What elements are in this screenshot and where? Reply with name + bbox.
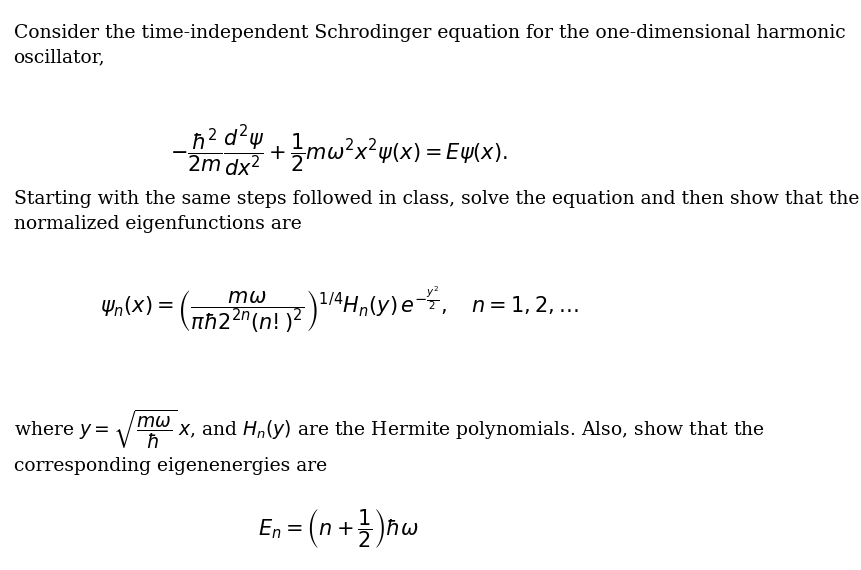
Text: Starting with the same steps followed in class, solve the equation and then show: Starting with the same steps followed in… bbox=[14, 190, 858, 234]
Text: $E_n = \left(n + \dfrac{1}{2}\right)\hbar\omega$: $E_n = \left(n + \dfrac{1}{2}\right)\hba… bbox=[258, 507, 419, 551]
Text: where $y = \sqrt{\dfrac{m\omega}{\hbar}}\, x$, and $H_n(y)$ are the Hermite poly: where $y = \sqrt{\dfrac{m\omega}{\hbar}}… bbox=[14, 408, 764, 475]
Text: $\psi_n(x) = \left(\dfrac{m\omega}{\pi\hbar 2^{2n}\left(n!\right)^2}\right)^{1/4: $\psi_n(x) = \left(\dfrac{m\omega}{\pi\h… bbox=[100, 285, 578, 335]
Text: Consider the time-independent Schrodinger equation for the one-dimensional harmo: Consider the time-independent Schrodinge… bbox=[14, 23, 845, 67]
Text: $-\dfrac{\hbar^2}{2m}\dfrac{d^2\psi}{dx^2} + \dfrac{1}{2}m\omega^2 x^2 \psi(x) =: $-\dfrac{\hbar^2}{2m}\dfrac{d^2\psi}{dx^… bbox=[170, 124, 507, 179]
